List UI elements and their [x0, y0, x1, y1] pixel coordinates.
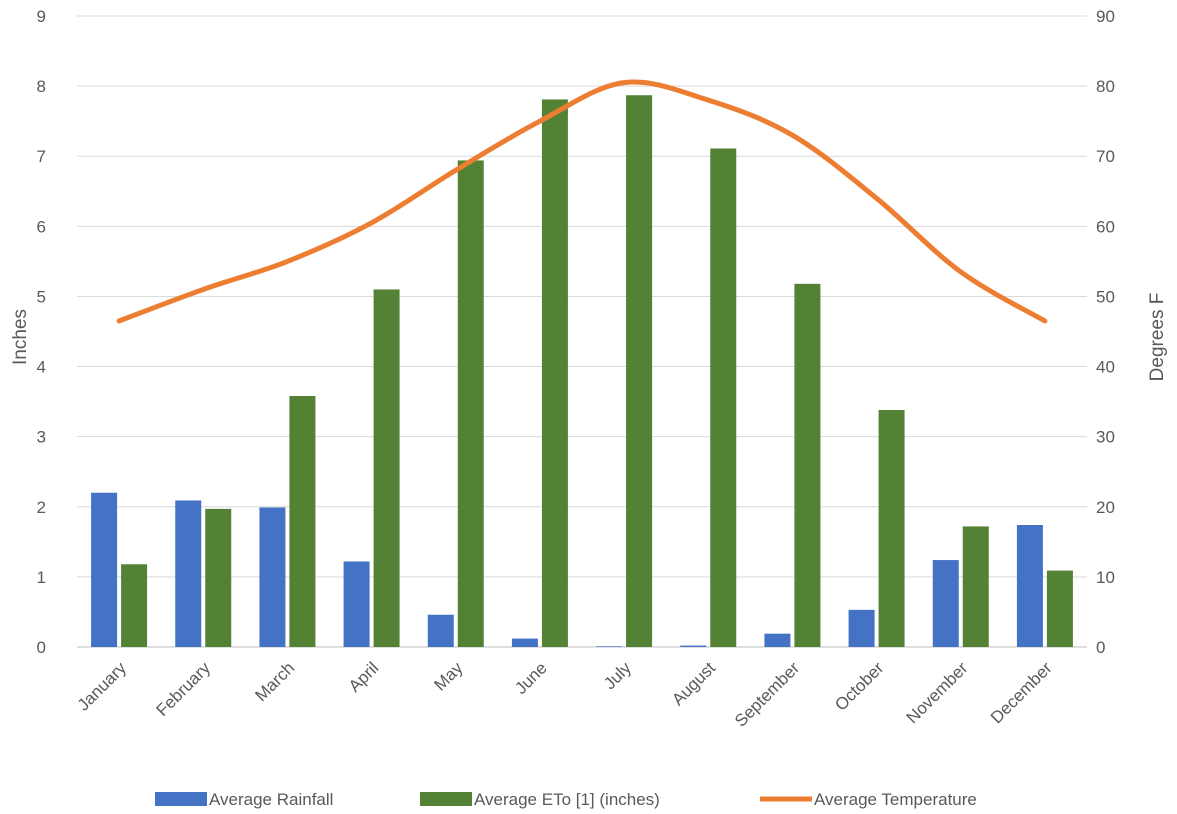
right-tick-label: 20 [1096, 498, 1115, 517]
right-tick-label: 60 [1096, 217, 1115, 236]
bars [91, 95, 1073, 647]
right-tick-label: 0 [1096, 638, 1105, 657]
bar-rainfall-february [175, 500, 202, 647]
bar-eto-may [457, 160, 484, 647]
left-tick-label: 4 [37, 358, 46, 377]
bar-rainfall-august [680, 645, 707, 647]
bar-eto-june [541, 99, 568, 647]
bar-rainfall-december [1016, 525, 1043, 647]
temperature-line [116, 79, 1048, 324]
legend-label: Average Rainfall [209, 790, 333, 809]
x-axis-ticks: January February March April May June July Augu… [74, 658, 1056, 731]
left-axis-title: Inches [10, 309, 31, 365]
right-tick-label: 70 [1096, 147, 1115, 166]
bar-rainfall-may [427, 614, 454, 647]
left-tick-label: 6 [37, 217, 46, 236]
x-tick-label: November [903, 658, 972, 727]
x-tick-label: February [153, 658, 215, 720]
right-tick-label: 50 [1096, 287, 1115, 306]
right-tick-label: 10 [1096, 568, 1115, 587]
legend: Average Rainfall Average ETo [1] (inches)… [155, 790, 977, 809]
left-axis-ticks: 0 1 2 3 4 5 6 7 8 9 [37, 7, 46, 657]
bar-eto-february [205, 508, 232, 647]
left-tick-label: 5 [37, 287, 46, 306]
bar-rainfall-january [91, 492, 118, 647]
bar-eto-october [878, 410, 905, 647]
x-tick-label: April [345, 658, 382, 695]
left-tick-label: 1 [37, 568, 46, 587]
bar-rainfall-june [511, 638, 538, 647]
x-tick-label: December [987, 658, 1056, 727]
x-tick-label: July [600, 658, 635, 693]
right-axis-ticks: 0 10 20 30 40 50 60 70 80 90 [1096, 7, 1115, 657]
legend-swatch-rainfall [155, 792, 207, 806]
bar-rainfall-november [932, 560, 959, 647]
left-tick-label: 3 [37, 428, 46, 447]
left-tick-label: 9 [37, 7, 46, 26]
bar-rainfall-october [848, 609, 875, 647]
right-axis-title: Degrees F [1147, 293, 1168, 382]
bar-rainfall-july [596, 646, 623, 647]
right-tick-label: 30 [1096, 428, 1115, 447]
bar-rainfall-march [259, 507, 286, 647]
left-tick-label: 7 [37, 147, 46, 166]
bar-rainfall-september [764, 633, 791, 647]
left-tick-label: 8 [37, 77, 46, 96]
bar-eto-march [289, 396, 316, 647]
temperature-line-group [116, 79, 1048, 324]
left-tick-label: 2 [37, 498, 46, 517]
left-tick-label: 0 [37, 638, 46, 657]
x-tick-label: March [251, 658, 298, 705]
legend-swatch-eto [420, 792, 472, 806]
bar-eto-november [962, 526, 989, 647]
legend-label: Average Temperature [814, 790, 977, 809]
bar-eto-august [710, 148, 737, 647]
x-tick-label: January [74, 658, 131, 715]
bar-eto-december [1046, 570, 1073, 647]
bar-rainfall-april [343, 561, 370, 647]
bar-eto-april [373, 289, 400, 647]
x-tick-label: May [430, 658, 466, 694]
x-tick-label: August [668, 658, 719, 709]
x-tick-label: October [831, 658, 887, 714]
bar-eto-january [121, 564, 148, 647]
x-tick-label: June [511, 658, 551, 698]
right-tick-label: 80 [1096, 77, 1115, 96]
right-tick-label: 90 [1096, 7, 1115, 26]
gridlines [77, 15, 1087, 648]
x-tick-label: September [731, 658, 803, 730]
bar-eto-september [794, 283, 821, 647]
bar-eto-july [626, 95, 653, 647]
legend-label: Average ETo [1] (inches) [474, 790, 660, 809]
right-tick-label: 40 [1096, 358, 1115, 377]
